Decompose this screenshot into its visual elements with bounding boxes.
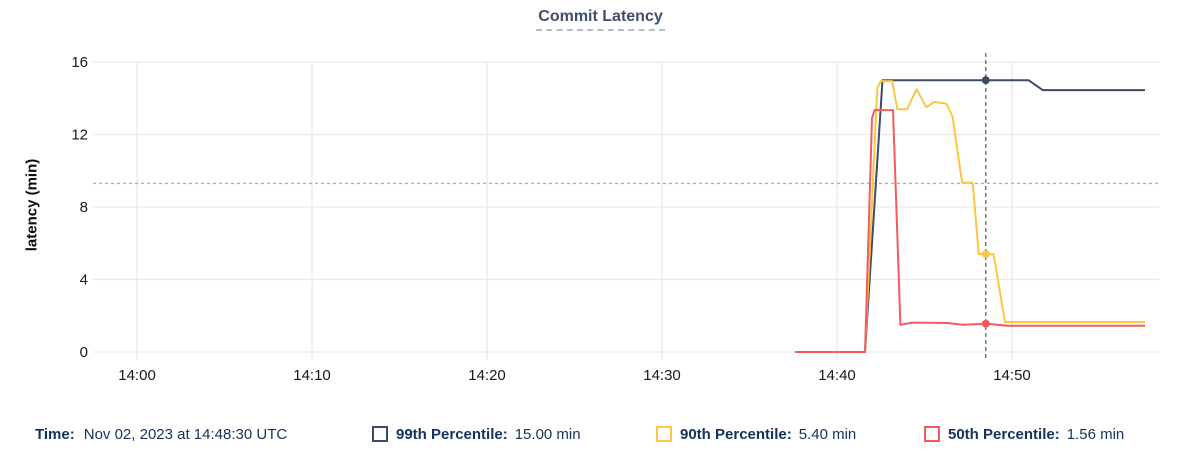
legend-item-90th-percentile[interactable]: 90th Percentile: 5.40 min [656, 424, 856, 444]
chart-title-row: Commit Latency [0, 8, 1201, 31]
series-line-50th-percentile [795, 109, 1145, 353]
x-tick-label: 14:50 [993, 367, 1031, 384]
cursor-marker-90th-percentile [981, 250, 990, 259]
legend-value-90th: 5.40 min [798, 425, 857, 443]
legend-value-50th: 1.56 min [1066, 425, 1125, 443]
legend-label-50th: 50th Percentile: [948, 425, 1060, 443]
legend-time-value: Nov 02, 2023 at 14:48:30 UTC [83, 425, 288, 443]
latency-chart-plot[interactable]: 14:00 14:10 14:20 14:30 14:40 14:50 0 4 8 12 16 [0, 0, 1201, 400]
chart-title[interactable]: Commit Latency [536, 8, 665, 31]
x-tick-label: 14:30 [643, 367, 681, 384]
legend-swatch-90th-icon [656, 426, 672, 442]
legend-time-label: Time: [35, 425, 75, 443]
x-tick-label: 14:10 [293, 367, 331, 384]
x-tick-label: 14:20 [468, 367, 506, 384]
legend-item-50th-percentile[interactable]: 50th Percentile: 1.56 min [924, 424, 1124, 444]
y-tick-label: 4 [80, 272, 88, 289]
y-tick-label: 16 [71, 54, 88, 71]
legend-time: Time: Nov 02, 2023 at 14:48:30 UTC [35, 424, 287, 444]
legend-value-99th: 15.00 min [514, 425, 581, 443]
series-line-90th-percentile [795, 80, 1145, 353]
cursor-marker-99th-percentile [981, 76, 990, 85]
legend-label-99th: 99th Percentile: [396, 425, 508, 443]
legend-label-90th: 90th Percentile: [680, 425, 792, 443]
series-line-99th-percentile [795, 79, 1145, 353]
y-tick-label: 0 [80, 344, 88, 361]
y-axis-label: latency (min) [23, 158, 41, 252]
legend-swatch-99th-icon [372, 426, 388, 442]
legend-swatch-50th-icon [924, 426, 940, 442]
y-tick-label: 8 [80, 199, 88, 216]
y-tick-label: 12 [71, 127, 88, 144]
legend-item-99th-percentile[interactable]: 99th Percentile: 15.00 min [372, 424, 581, 444]
x-tick-label: 14:40 [818, 367, 856, 384]
x-tick-label: 14:00 [118, 367, 156, 384]
cursor-marker-50th-percentile [981, 319, 990, 328]
